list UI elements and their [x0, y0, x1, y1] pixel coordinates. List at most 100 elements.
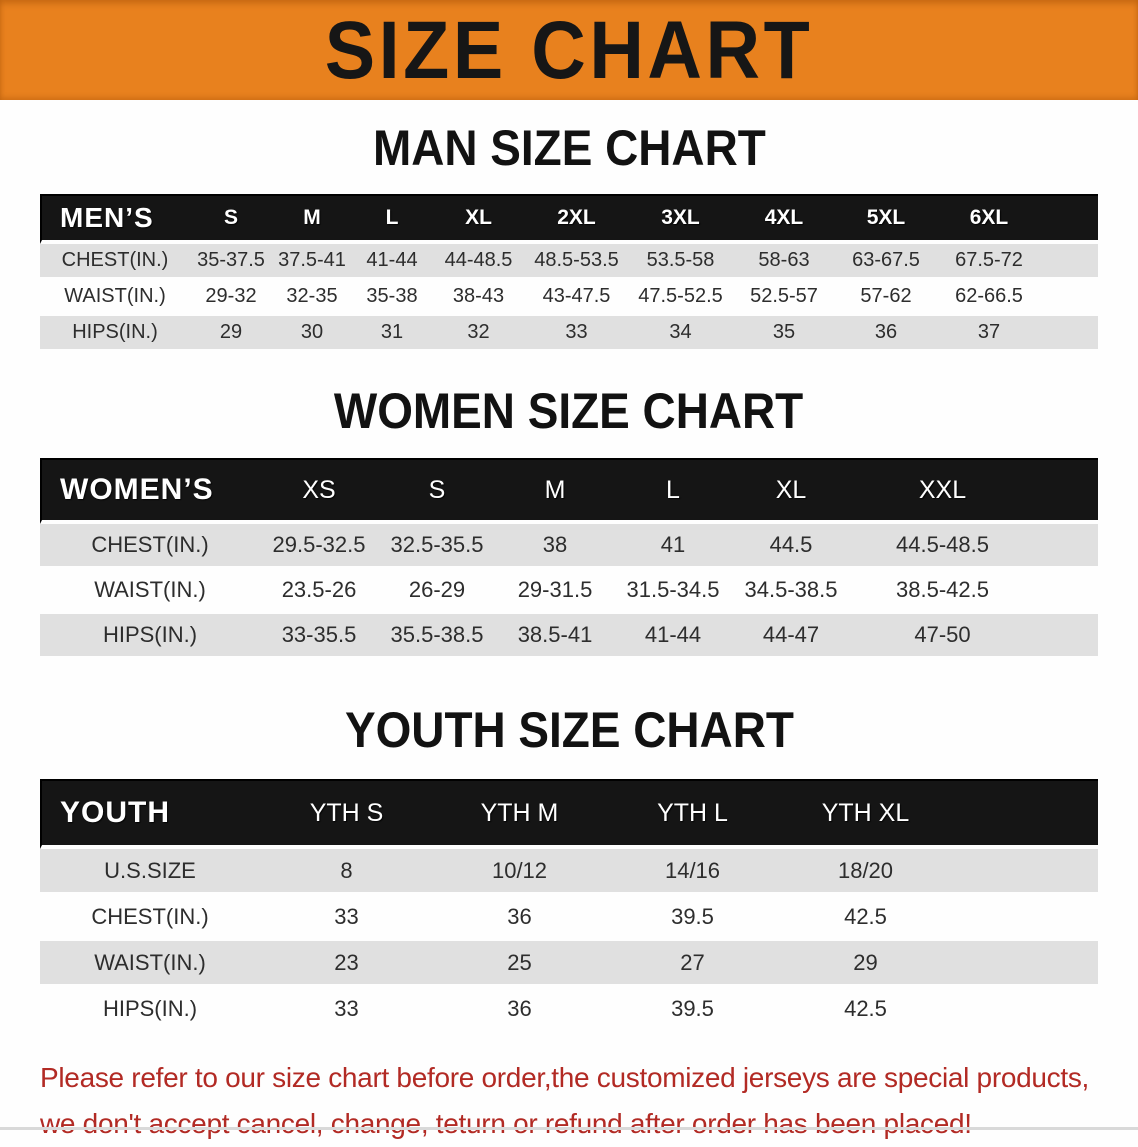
measurement-value: 38-43 — [432, 280, 525, 316]
bottom-divider — [0, 1127, 1138, 1130]
measurement-row-label: CHEST(IN.) — [40, 895, 260, 941]
measurement-value: 47-50 — [850, 614, 1035, 659]
size-column-header: XXL — [850, 458, 1035, 524]
measurement-value: 35-38 — [352, 280, 432, 316]
measurement-value: 38.5-42.5 — [850, 569, 1035, 614]
size-column-header: M — [272, 194, 352, 244]
section-heading-text: WOMEN SIZE CHART — [334, 382, 804, 440]
measurement-value: 44.5 — [732, 524, 850, 569]
measurement-value: 47.5-52.5 — [628, 280, 733, 316]
measurement-row: WAIST(IN.) 23.5-26 26-29 29-31.5 31.5-34.5 34… — [40, 569, 1098, 614]
measurement-row: HIPS(IN.) 33 36 39.5 42.5 — [40, 987, 1098, 1033]
measurement-value: 30 — [272, 316, 352, 352]
measurement-value: 23 — [260, 941, 433, 987]
measurement-value: 14/16 — [606, 849, 779, 895]
size-column-header: 4XL — [733, 194, 835, 244]
measurement-row: WAIST(IN.) 29-32 32-35 35-38 38-43 43-47.5 47.… — [40, 280, 1098, 316]
notice-line-2: we don't accept cancel, change, teturn o… — [40, 1108, 972, 1139]
size-column-header: 2XL — [525, 194, 628, 244]
measurement-row-label: HIPS(IN.) — [40, 614, 260, 659]
measurement-row: WAIST(IN.) 23 25 27 29 — [40, 941, 1098, 987]
measurement-value: 29-32 — [190, 280, 272, 316]
size-column-header: 6XL — [937, 194, 1041, 244]
filler-cell — [1035, 524, 1098, 569]
measurement-value: 32-35 — [272, 280, 352, 316]
men-size-table: MEN’S S M L XL 2XL 3XL 4XL 5XL 6XL CHEST(IN.) 35-37… — [40, 194, 1098, 352]
section-heading-women: WOMEN SIZE CHART — [0, 383, 1138, 439]
section-heading-text: YOUTH SIZE CHART — [344, 701, 794, 759]
measurement-value: 42.5 — [779, 987, 952, 1033]
section-heading-text: MAN SIZE CHART — [372, 119, 766, 177]
filler-cell — [952, 987, 1098, 1033]
measurement-value: 23.5-26 — [260, 569, 378, 614]
measurement-value: 29 — [779, 941, 952, 987]
measurement-value: 41 — [614, 524, 732, 569]
measurement-value: 63-67.5 — [835, 244, 937, 280]
measurement-value: 37.5-41 — [272, 244, 352, 280]
size-column-header: YTH XL — [779, 779, 952, 849]
measurement-row-label: WAIST(IN.) — [40, 569, 260, 614]
size-column-header: S — [378, 458, 496, 524]
table-header-row: WOMEN’S XS S M L XL XXL — [40, 458, 1098, 524]
measurement-value: 37 — [937, 316, 1041, 352]
measurement-value: 36 — [835, 316, 937, 352]
measurement-value: 31.5-34.5 — [614, 569, 732, 614]
measurement-row: CHEST(IN.) 33 36 39.5 42.5 — [40, 895, 1098, 941]
size-column-header: 5XL — [835, 194, 937, 244]
measurement-value: 38 — [496, 524, 614, 569]
filler-cell — [1041, 280, 1098, 316]
measurement-row-label: CHEST(IN.) — [40, 524, 260, 569]
measurement-row: CHEST(IN.) 35-37.5 37.5-41 41-44 44-48.5 48.5… — [40, 244, 1098, 280]
filler-cell — [952, 849, 1098, 895]
filler-cell — [1035, 569, 1098, 614]
measurement-value: 39.5 — [606, 895, 779, 941]
measurement-value: 48.5-53.5 — [525, 244, 628, 280]
measurement-row-label: WAIST(IN.) — [40, 280, 190, 316]
measurement-value: 52.5-57 — [733, 280, 835, 316]
table-header-row: YOUTH YTH S YTH M YTH L YTH XL — [40, 779, 1098, 849]
measurement-value: 27 — [606, 941, 779, 987]
table-title-cell: MEN’S — [40, 194, 190, 244]
measurement-row: HIPS(IN.) 29 30 31 32 33 34 35 36 37 — [40, 316, 1098, 352]
measurement-value: 32.5-35.5 — [378, 524, 496, 569]
measurement-value: 33-35.5 — [260, 614, 378, 659]
measurement-value: 33 — [260, 895, 433, 941]
size-column-header: XL — [732, 458, 850, 524]
measurement-value: 35 — [733, 316, 835, 352]
table-title-cell: YOUTH — [40, 779, 260, 849]
filler-cell — [1035, 458, 1098, 524]
measurement-row: HIPS(IN.) 33-35.5 35.5-38.5 38.5-41 41-44 44-… — [40, 614, 1098, 659]
measurement-value: 39.5 — [606, 987, 779, 1033]
measurement-value: 34 — [628, 316, 733, 352]
measurement-value: 35.5-38.5 — [378, 614, 496, 659]
measurement-value: 36 — [433, 895, 606, 941]
measurement-row: U.S.SIZE 8 10/12 14/16 18/20 — [40, 849, 1098, 895]
size-column-header: S — [190, 194, 272, 244]
measurement-value: 42.5 — [779, 895, 952, 941]
filler-cell — [952, 895, 1098, 941]
measurement-value: 35-37.5 — [190, 244, 272, 280]
measurement-value: 41-44 — [614, 614, 732, 659]
measurement-value: 32 — [432, 316, 525, 352]
size-column-header: M — [496, 458, 614, 524]
banner: SIZE CHART — [0, 0, 1138, 100]
measurement-row-label: U.S.SIZE — [40, 849, 260, 895]
measurement-value: 43-47.5 — [525, 280, 628, 316]
size-column-header: YTH L — [606, 779, 779, 849]
filler-cell — [1041, 244, 1098, 280]
measurement-value: 25 — [433, 941, 606, 987]
filler-cell — [1035, 614, 1098, 659]
measurement-value: 44-48.5 — [432, 244, 525, 280]
measurement-value: 67.5-72 — [937, 244, 1041, 280]
filler-cell — [1041, 194, 1098, 244]
measurement-row-label: WAIST(IN.) — [40, 941, 260, 987]
measurement-value: 10/12 — [433, 849, 606, 895]
table-title-cell: WOMEN’S — [40, 458, 260, 524]
measurement-row-label: CHEST(IN.) — [40, 244, 190, 280]
measurement-value: 31 — [352, 316, 432, 352]
women-size-table: WOMEN’S XS S M L XL XXL CHEST(IN.) 29.5-32.5 32.5… — [40, 458, 1098, 659]
measurement-value: 44-47 — [732, 614, 850, 659]
measurement-value: 41-44 — [352, 244, 432, 280]
measurement-row-label: HIPS(IN.) — [40, 987, 260, 1033]
